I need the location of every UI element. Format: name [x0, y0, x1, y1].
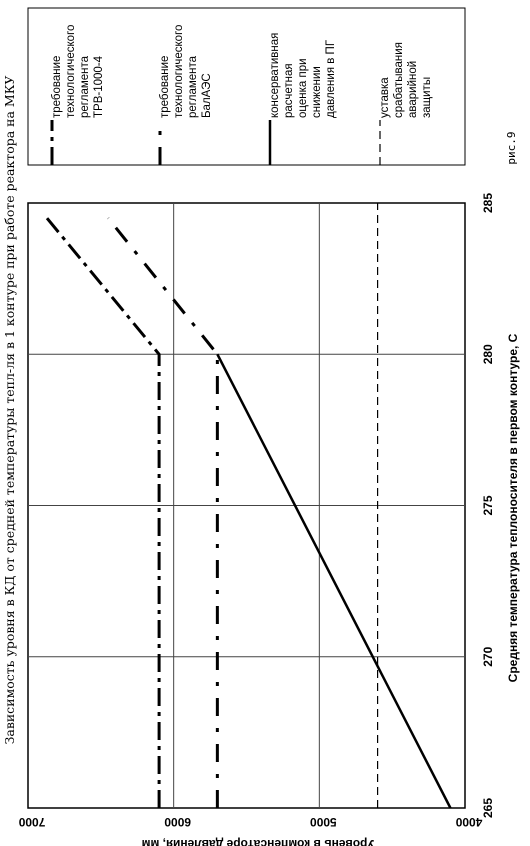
x-tick-labels: 265 270 275 280 285: [481, 193, 495, 818]
x-tick-label: 275: [481, 495, 495, 515]
y-tick-label: 4000: [455, 815, 482, 829]
x-tick-label: 270: [481, 646, 495, 666]
y-tick-labels: 4000 5000 6000 7000: [18, 815, 482, 829]
legend-box: [27, 7, 466, 166]
legend: требование технологического регламента ТРВ-…: [50, 25, 433, 165]
y-tick-label: 6000: [164, 815, 191, 829]
legend-label-3: консервативная расчетная оценка при снижени…: [269, 33, 337, 118]
x-tick-label: 265: [481, 798, 495, 818]
chart-title: Зависимость уровня в КД от средней темпе…: [2, 76, 17, 745]
x-tick-label: 280: [481, 344, 495, 364]
x-axis-title: Средняя температура теплоносителя в перв…: [506, 333, 520, 682]
series-line-3: [216, 353, 452, 809]
y-tick-label: 5000: [310, 815, 337, 829]
y-tick-label: 7000: [18, 815, 45, 829]
series-layer: [45, 203, 452, 809]
legend-label-1: требование технологического регламента ТРВ-…: [51, 25, 105, 118]
series-line-2: [106, 217, 219, 808]
x-tick-label: 285: [481, 193, 495, 213]
legend-label-4: уставка срабатывания аварийной защиты: [379, 42, 433, 118]
y-axis-title: Уровень в компенсаторе давления, мм: [141, 837, 374, 846]
series-line-1: [45, 217, 161, 808]
legend-label-2: требование технологического регламента БалА…: [159, 25, 213, 118]
figure-label: рис.9: [505, 131, 518, 164]
grid-lines: [28, 203, 465, 808]
